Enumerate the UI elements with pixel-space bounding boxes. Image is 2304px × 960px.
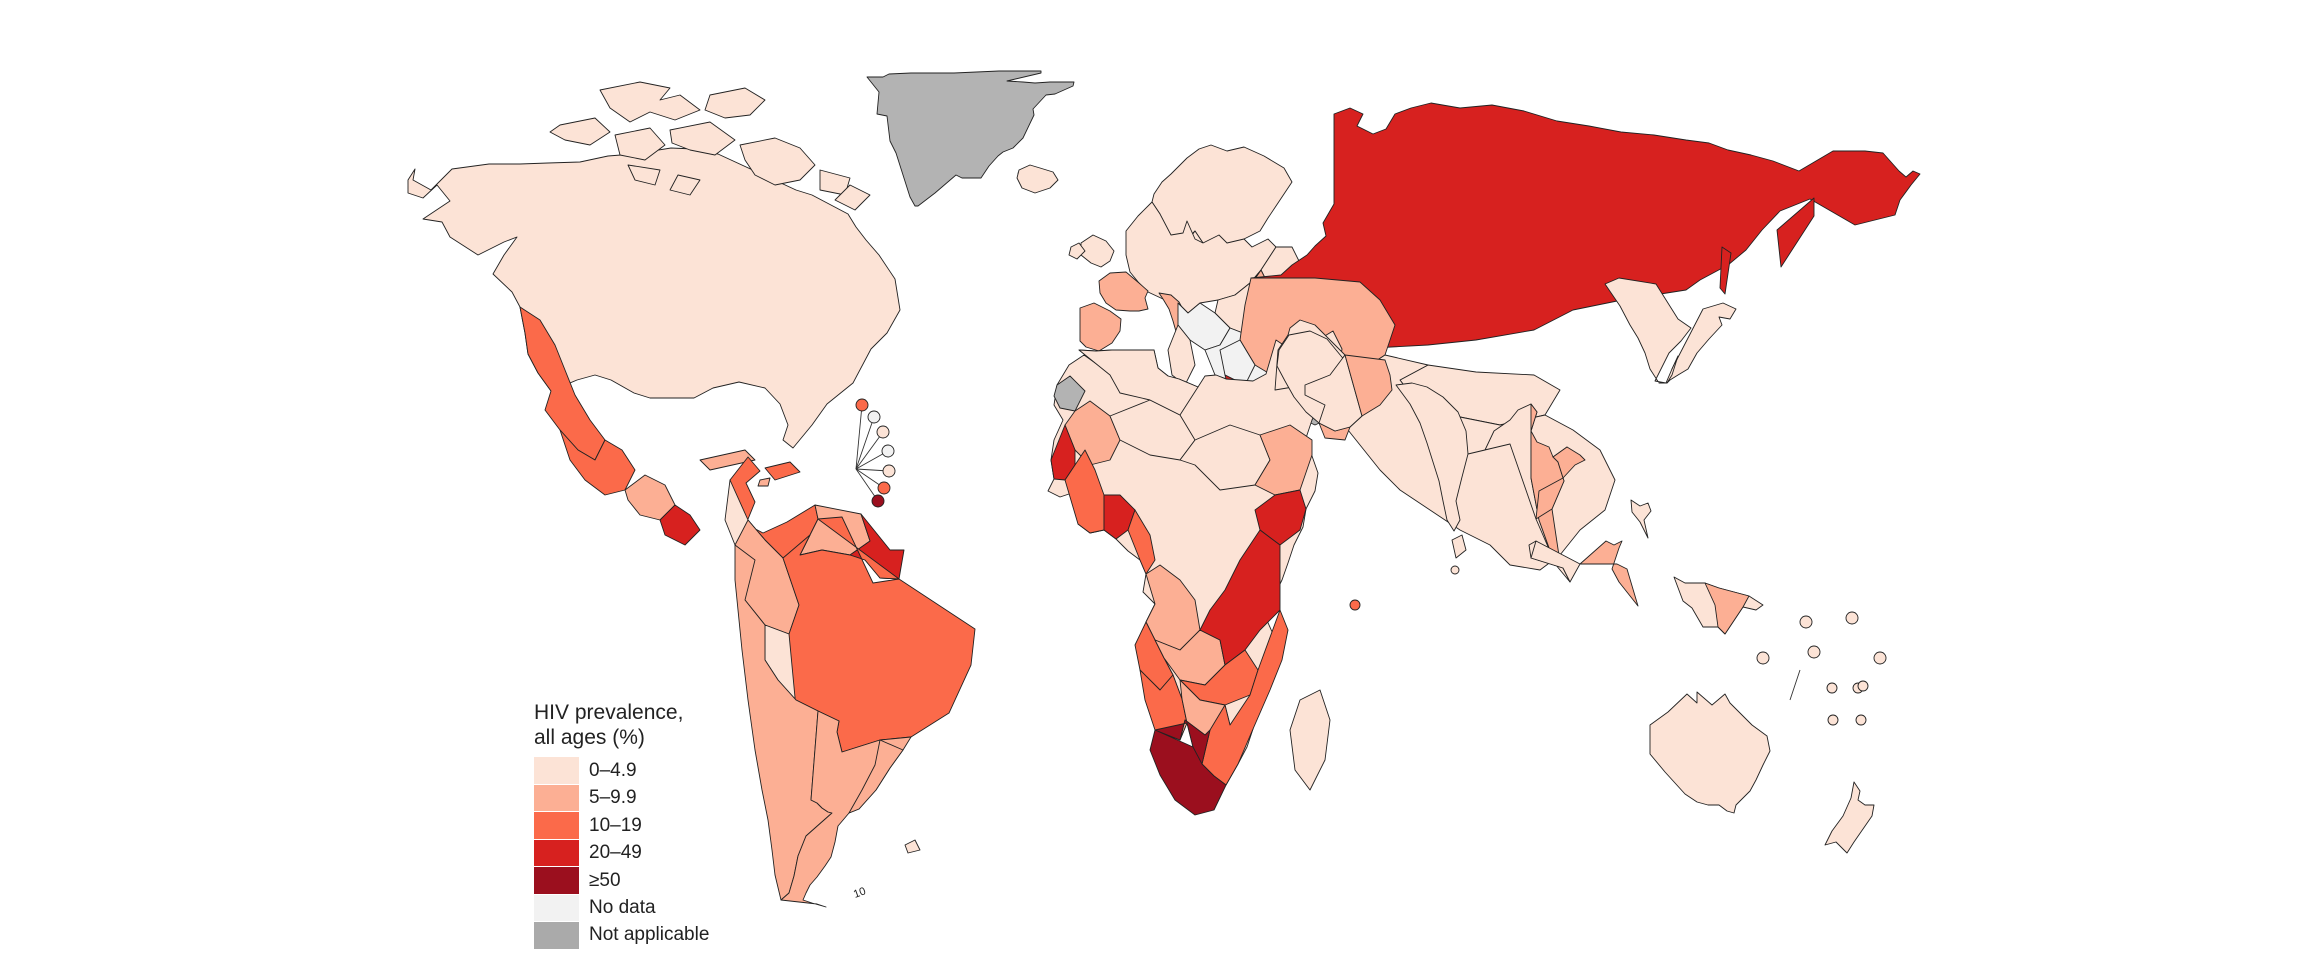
svg-text:10: 10 — [852, 885, 868, 900]
